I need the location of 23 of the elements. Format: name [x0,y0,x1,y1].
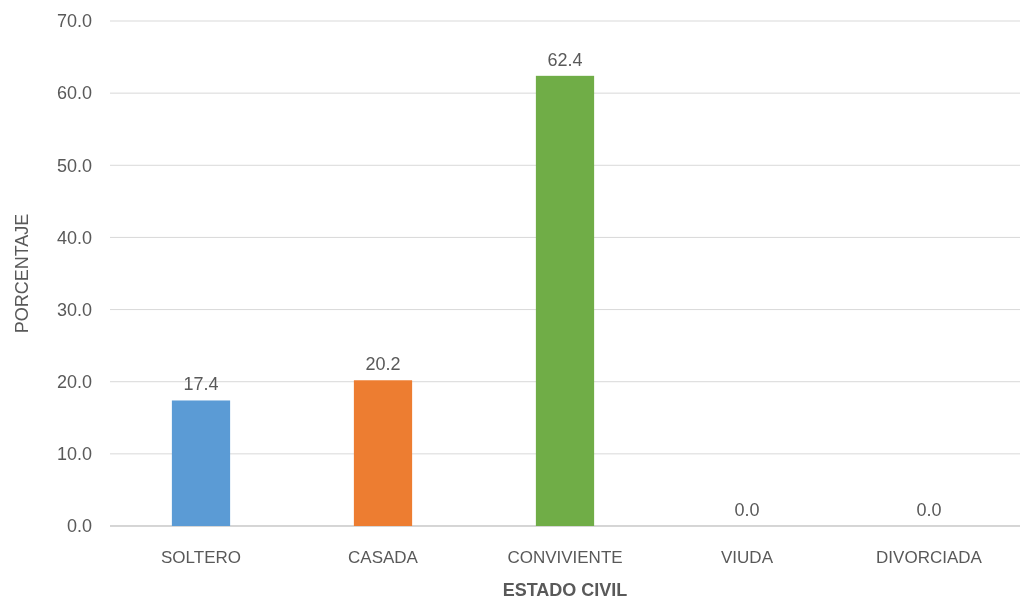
data-label: 0.0 [734,500,760,520]
data-label: 0.0 [916,500,942,520]
data-label: 62.4 [547,49,583,70]
data-label: 17.4 [183,374,219,395]
x-tick-label: SOLTERO [161,547,241,567]
y-tick-label: 70.0 [56,11,92,32]
data-label: 20.2 [365,354,401,375]
y-tick-label: 40.0 [56,227,92,248]
y-tick-label: 50.0 [56,155,92,176]
y-axis-title: PORCENTAJE [12,213,32,334]
x-axis-title: ESTADO CIVIL [502,580,628,600]
y-tick-label: 60.0 [56,83,92,104]
y-tick-label: 10.0 [56,444,92,465]
x-tick-label: CASADA [348,547,419,567]
y-tick-label: 0.0 [66,516,92,537]
x-tick-label: CONVIVIENTE [507,547,623,567]
y-tick-label: 30.0 [56,299,92,320]
x-tick-label: DIVORCIADA [876,547,983,567]
bar [353,380,413,526]
bar [171,400,231,526]
y-tick-label: 20.0 [56,372,92,393]
x-tick-label: VIUDA [721,547,774,567]
bar [535,75,595,526]
